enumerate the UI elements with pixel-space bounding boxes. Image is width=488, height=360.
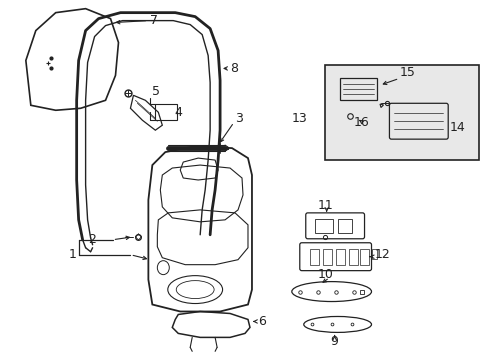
Text: 14: 14 xyxy=(448,121,464,134)
Bar xyxy=(322,249,331,265)
Bar xyxy=(339,78,377,100)
Text: 4: 4 xyxy=(174,106,182,119)
Text: 6: 6 xyxy=(258,315,265,328)
Text: 3: 3 xyxy=(235,112,243,125)
Text: 10: 10 xyxy=(317,268,333,281)
Text: 13: 13 xyxy=(291,112,307,125)
Bar xyxy=(335,249,344,265)
Text: 5: 5 xyxy=(152,85,160,98)
Text: 9: 9 xyxy=(330,335,338,348)
Bar xyxy=(155,104,177,120)
Bar xyxy=(359,249,368,265)
Text: 12: 12 xyxy=(374,248,389,261)
Bar xyxy=(348,249,357,265)
Text: 16: 16 xyxy=(353,116,368,129)
Text: 8: 8 xyxy=(229,62,238,75)
Text: 2: 2 xyxy=(88,233,96,246)
Bar xyxy=(371,249,377,259)
Bar xyxy=(337,219,351,233)
Text: 1: 1 xyxy=(68,248,77,261)
Text: 11: 11 xyxy=(317,199,333,212)
Bar xyxy=(309,249,318,265)
Bar xyxy=(314,219,332,233)
Bar xyxy=(324,66,478,160)
Text: 7: 7 xyxy=(150,14,158,27)
Text: 15: 15 xyxy=(399,66,414,79)
